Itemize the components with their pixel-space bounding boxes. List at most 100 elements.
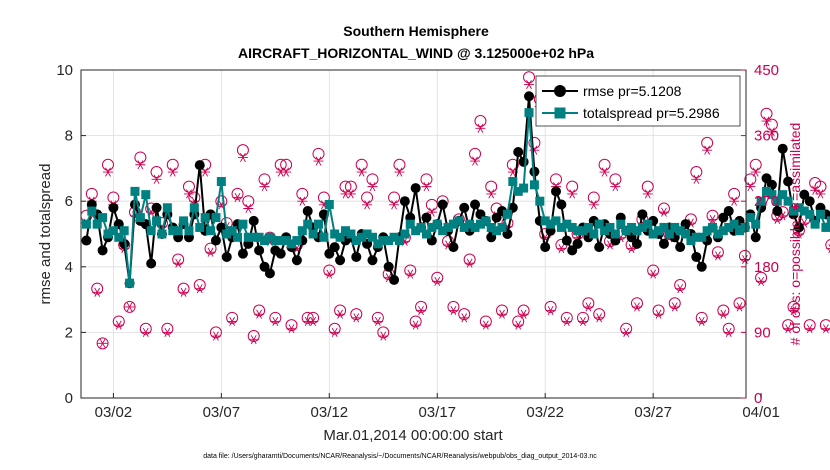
obs-possible-point xyxy=(307,311,320,324)
obs-possible-point xyxy=(566,180,579,193)
obs-assimilated-point xyxy=(335,309,346,319)
obs-assimilated-point xyxy=(513,320,524,330)
obs-possible-point xyxy=(722,322,735,335)
obs-possible-point xyxy=(765,118,778,131)
obs-possible-point xyxy=(420,173,433,186)
obs-possible-point xyxy=(668,297,681,310)
totalspread-point xyxy=(292,236,302,246)
obs-possible-point xyxy=(150,166,163,179)
totalspread-point xyxy=(470,222,480,232)
obs-possible-point xyxy=(517,304,530,317)
obs-assimilated-point xyxy=(712,251,723,261)
rmse-point xyxy=(97,245,108,256)
obs-assimilated-point xyxy=(675,284,686,294)
obs-assimilated-point xyxy=(194,284,205,294)
rmse-point xyxy=(237,248,248,259)
totalspread-point xyxy=(184,226,194,236)
totalspread-point xyxy=(697,232,707,242)
obs-assimilated-point xyxy=(642,189,653,199)
rmse-point xyxy=(146,258,157,269)
rmse-point xyxy=(448,242,459,253)
totalspread-point xyxy=(600,226,610,236)
obs-possible-point xyxy=(701,136,714,149)
totalspread-point xyxy=(459,222,469,232)
totalspread-point xyxy=(411,226,421,236)
obs-assimilated-point xyxy=(248,335,259,345)
totalspread-point xyxy=(551,216,561,226)
rmse-point xyxy=(658,238,669,249)
x-tick-label: 03/02 xyxy=(95,404,133,421)
obs-assimilated-point xyxy=(372,316,383,327)
obs-possible-point xyxy=(361,191,374,204)
totalspread-point xyxy=(583,222,593,232)
obs-possible-point xyxy=(641,180,654,193)
rmse-point xyxy=(675,242,686,253)
rmse-point xyxy=(108,202,119,213)
totalspread-point xyxy=(373,239,383,249)
totalspread-point xyxy=(233,232,243,242)
x-tick-label: 03/17 xyxy=(418,404,456,421)
obs-possible-point xyxy=(215,195,228,208)
totalspread-point xyxy=(756,196,766,206)
obs-possible-point xyxy=(269,311,282,324)
obs-assimilated-point xyxy=(631,302,642,312)
rmse-point xyxy=(399,196,410,207)
rmse-point xyxy=(524,91,535,102)
obs-possible-point xyxy=(226,311,239,324)
totalspread-point xyxy=(92,219,102,229)
totalspread-point xyxy=(260,236,270,246)
obs-assimilated-point xyxy=(707,214,718,224)
obs-assimilated-point xyxy=(502,222,513,232)
obs-assimilated-point xyxy=(443,240,454,250)
totalspread-point xyxy=(87,206,97,216)
obs-assimilated-point xyxy=(572,233,583,243)
obs-assimilated-point xyxy=(205,247,216,257)
obs-assimilated-point xyxy=(156,222,167,232)
totalspread-point xyxy=(513,186,523,196)
obs-assimilated-point xyxy=(167,167,178,177)
obs-possible-point xyxy=(463,253,476,266)
obs-possible-point xyxy=(458,308,471,321)
y2-tick-label: 270 xyxy=(754,193,779,210)
rmse-point xyxy=(367,255,378,266)
totalspread-point xyxy=(249,232,259,242)
totalspread-point xyxy=(718,226,728,236)
totalspread-point xyxy=(119,226,129,236)
obs-assimilated-point xyxy=(604,240,615,250)
obs-assimilated-point xyxy=(297,196,308,206)
totalspread-point xyxy=(330,229,340,239)
totalspread-point xyxy=(254,232,264,242)
totalspread-point xyxy=(384,236,394,246)
obs-assimilated-point xyxy=(448,305,459,316)
rmse-point xyxy=(777,143,788,154)
totalspread-point xyxy=(465,219,475,229)
x-axis-label: Mar.01,2014 00:00:00 start xyxy=(323,427,503,444)
obs-possible-point xyxy=(285,319,298,332)
obs-assimilated-point xyxy=(750,167,761,177)
obs-possible-point xyxy=(582,297,595,310)
obs-assimilated-point xyxy=(756,276,767,286)
totalspread-point xyxy=(594,219,604,229)
obs-assimilated-point xyxy=(124,302,135,312)
obs-possible-point xyxy=(560,311,573,324)
obs-possible-point xyxy=(350,308,363,321)
obs-assimilated-point xyxy=(696,316,707,327)
totalspread-point xyxy=(810,219,820,229)
obs-assimilated-point xyxy=(729,196,740,206)
obs-possible-point xyxy=(172,253,185,266)
obs-possible-point xyxy=(188,191,201,204)
rmse-point xyxy=(772,206,783,217)
obs-possible-point xyxy=(695,311,708,324)
totalspread-point xyxy=(767,190,777,200)
totalspread-point xyxy=(486,222,496,232)
obs-assimilated-point xyxy=(162,327,173,337)
totalspread-point xyxy=(815,209,825,219)
obs-possible-point xyxy=(366,173,379,186)
obs-assimilated-point xyxy=(739,254,750,265)
obs-possible-point xyxy=(253,304,266,317)
totalspread-point xyxy=(287,239,297,249)
obs-possible-point xyxy=(312,147,325,160)
obs-assimilated-point xyxy=(389,200,400,210)
obs-possible-point xyxy=(182,180,195,193)
obs-possible-point xyxy=(506,158,519,171)
